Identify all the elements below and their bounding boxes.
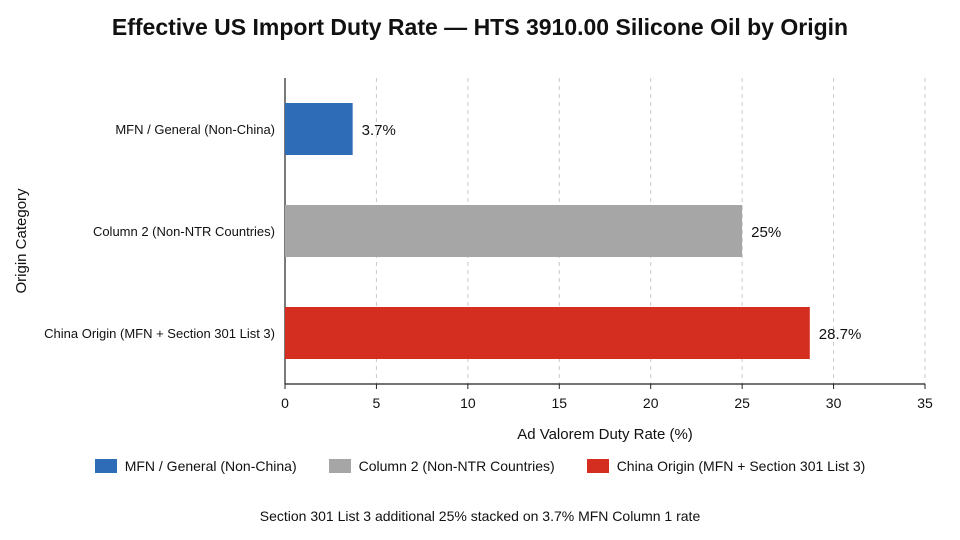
x-tick-label-1: 5 — [373, 395, 381, 411]
bar-value-label-0: 3.7% — [362, 122, 396, 139]
legend-item-mfn: MFN / General (Non-China) — [94, 458, 297, 474]
x-tick-label-4: 20 — [643, 395, 659, 411]
legend-label-mfn: MFN / General (Non-China) — [124, 458, 297, 474]
chart-title: Effective US Import Duty Rate — HTS 3910… — [111, 14, 849, 40]
y-axis-title: Origin Category — [13, 188, 30, 294]
legend-label-china: China Origin (MFN + Section 301 List 3) — [616, 458, 866, 474]
legend-swatch-column2 — [328, 459, 351, 473]
y-tick-label-1: Column 2 (Non-NTR Countries) — [93, 224, 275, 239]
legend-swatch-mfn — [94, 459, 117, 473]
y-tick-label-0: MFN / General (Non-China) — [115, 122, 275, 137]
x-tick-label-7: 35 — [917, 395, 933, 411]
legend-label-column2: Column 2 (Non-NTR Countries) — [358, 458, 555, 474]
x-tick-label-0: 0 — [281, 395, 289, 411]
x-tick-label-6: 30 — [826, 395, 842, 411]
y-tick-label-2: China Origin (MFN + Section 301 List 3) — [44, 326, 275, 341]
x-tick-label-3: 15 — [551, 395, 567, 411]
legend-item-column2: Column 2 (Non-NTR Countries) — [328, 458, 555, 474]
x-tick-label-5: 25 — [734, 395, 750, 411]
bar-1 — [285, 205, 743, 257]
bar-value-label-1: 25% — [751, 224, 781, 241]
bar-value-label-2: 28.7% — [819, 326, 862, 343]
x-tick-label-2: 10 — [460, 395, 476, 411]
legend-swatch-china — [586, 459, 609, 473]
bar-2 — [285, 307, 810, 359]
x-axis-title: Ad Valorem Duty Rate (%) — [517, 426, 693, 443]
legend: MFN / General (Non-China) Column 2 (Non-… — [0, 458, 960, 474]
bar-0 — [285, 103, 353, 155]
chart-footnote: Section 301 List 3 additional 25% stacke… — [259, 508, 701, 524]
legend-item-china: China Origin (MFN + Section 301 List 3) — [586, 458, 866, 474]
